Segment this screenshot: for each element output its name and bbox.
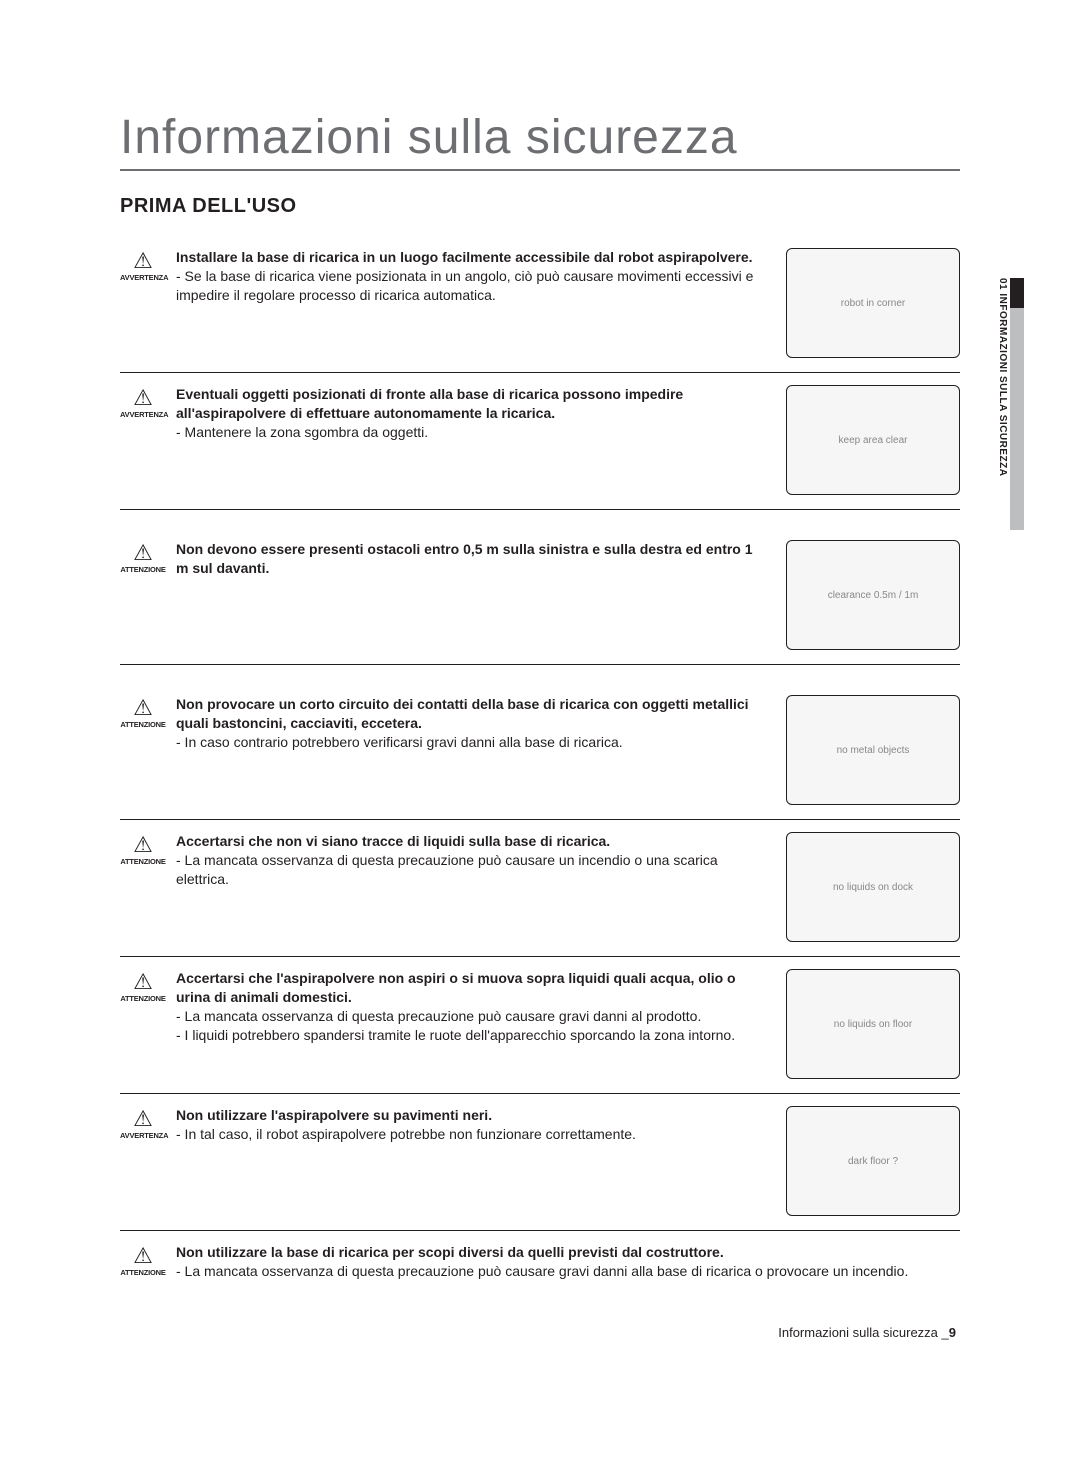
warning-triangle-icon: ⚠	[120, 971, 166, 993]
illustration-placeholder: clearance 0.5m / 1m	[786, 540, 960, 650]
illustration-placeholder: keep area clear	[786, 385, 960, 495]
safety-item-text: Non devono essere presenti ostacoli entr…	[176, 540, 776, 578]
illustration-column: keep area clear	[786, 385, 960, 495]
side-tab-label: 01 INFORMAZIONI SULLA SICUREZZA	[997, 278, 1008, 476]
warning-label: AVVERTENZA	[120, 410, 166, 419]
warning-label: ATTENZIONE	[120, 565, 166, 574]
safety-item-detail: - La mancata osservanza di questa precau…	[176, 851, 764, 889]
illustration-placeholder: no metal objects	[786, 695, 960, 805]
illustration-placeholder: dark floor ?	[786, 1106, 960, 1216]
warning-triangle-icon: ⚠	[120, 1245, 166, 1267]
safety-item: ⚠AVVERTENZA Eventuali oggetti posizionati…	[120, 373, 960, 510]
illustration-column: no liquids on floor	[786, 969, 960, 1079]
warning-label: ATTENZIONE	[120, 720, 166, 729]
safety-item-heading: Non provocare un corto circuito dei cont…	[176, 695, 764, 733]
safety-item-text: Accertarsi che non vi siano tracce di li…	[176, 832, 776, 889]
safety-item-heading: Non devono essere presenti ostacoli entr…	[176, 540, 764, 578]
warning-icon-column: ⚠ATTENZIONE	[120, 540, 166, 574]
safety-item-text: Eventuali oggetti posizionati di fronte …	[176, 385, 776, 442]
warning-triangle-icon: ⚠	[120, 542, 166, 564]
safety-item: ⚠AVVERTENZA Non utilizzare l'aspirapolver…	[120, 1094, 960, 1231]
safety-item-heading: Installare la base di ricarica in un luo…	[176, 248, 764, 267]
warning-label: ATTENZIONE	[120, 994, 166, 1003]
safety-item: ⚠ATTENZIONE Non provocare un corto circui…	[120, 683, 960, 820]
warning-label: AVVERTENZA	[120, 273, 166, 282]
safety-item-detail: - I liquidi potrebbero spandersi tramite…	[176, 1026, 764, 1045]
safety-item-detail: - Se la base di ricarica viene posiziona…	[176, 267, 764, 305]
safety-item: ⚠ATTENZIONE Non devono essere presenti os…	[120, 528, 960, 665]
safety-item: ⚠ATTENZIONE Accertarsi che non vi siano t…	[120, 820, 960, 957]
safety-item-text: Non utilizzare la base di ricarica per s…	[176, 1243, 960, 1281]
safety-item-detail: - In tal caso, il robot aspirapolvere po…	[176, 1125, 764, 1144]
safety-item: ⚠ATTENZIONE Accertarsi che l'aspirapolver…	[120, 957, 960, 1094]
illustration-placeholder: robot in corner	[786, 248, 960, 358]
section-title: PRIMA DELL'USO	[120, 195, 960, 218]
illustration-column: dark floor ?	[786, 1106, 960, 1216]
warning-icon-column: ⚠ATTENZIONE	[120, 832, 166, 866]
safety-item-detail: - Mantenere la zona sgombra da oggetti.	[176, 423, 764, 442]
safety-item-heading: Non utilizzare la base di ricarica per s…	[176, 1243, 960, 1262]
warning-icon-column: ⚠ATTENZIONE	[120, 969, 166, 1003]
warning-label: ATTENZIONE	[120, 857, 166, 866]
spacer	[120, 510, 960, 528]
warning-icon-column: ⚠AVVERTENZA	[120, 248, 166, 282]
safety-item-text: Installare la base di ricarica in un luo…	[176, 248, 776, 305]
warning-label: ATTENZIONE	[120, 1268, 166, 1277]
safety-item-text: Non utilizzare l'aspirapolvere su pavime…	[176, 1106, 776, 1144]
safety-item-heading: Non utilizzare l'aspirapolvere su pavime…	[176, 1106, 764, 1125]
illustration-column: no metal objects	[786, 695, 960, 805]
illustration-placeholder: no liquids on dock	[786, 832, 960, 942]
safety-item-heading: Eventuali oggetti posizionati di fronte …	[176, 385, 764, 423]
safety-item-text: Accertarsi che l'aspirapolvere non aspir…	[176, 969, 776, 1045]
safety-item-heading: Accertarsi che l'aspirapolvere non aspir…	[176, 969, 764, 1007]
safety-item-detail: - La mancata osservanza di questa precau…	[176, 1262, 960, 1281]
warning-triangle-icon: ⚠	[120, 387, 166, 409]
spacer	[120, 665, 960, 683]
safety-item: ⚠AVVERTENZA Installare la base di ricaric…	[120, 236, 960, 373]
warning-icon-column: ⚠ATTENZIONE	[120, 695, 166, 729]
warning-triangle-icon: ⚠	[120, 834, 166, 856]
footer-text: Informazioni sulla sicurezza _	[778, 1325, 949, 1340]
safety-item: ⚠ATTENZIONE Non utilizzare la base di ric…	[120, 1231, 960, 1301]
document-page: 01 INFORMAZIONI SULLA SICUREZZA Informaz…	[0, 0, 1080, 1400]
warning-icon-column: ⚠AVVERTENZA	[120, 1106, 166, 1140]
safety-item-text: Non provocare un corto circuito dei cont…	[176, 695, 776, 752]
footer-page-number: 9	[949, 1325, 956, 1340]
warning-label: AVVERTENZA	[120, 1131, 166, 1140]
warning-triangle-icon: ⚠	[120, 250, 166, 272]
page-footer: Informazioni sulla sicurezza _9	[120, 1325, 960, 1340]
illustration-placeholder: no liquids on floor	[786, 969, 960, 1079]
illustration-column: robot in corner	[786, 248, 960, 358]
safety-item-heading: Accertarsi che non vi siano tracce di li…	[176, 832, 764, 851]
warning-triangle-icon: ⚠	[120, 697, 166, 719]
illustration-column: clearance 0.5m / 1m	[786, 540, 960, 650]
warning-triangle-icon: ⚠	[120, 1108, 166, 1130]
side-tab-indicator	[1010, 278, 1024, 530]
safety-items-list: ⚠AVVERTENZAInstallare la base di ricaric…	[120, 236, 960, 1301]
safety-item-detail: - La mancata osservanza di questa precau…	[176, 1007, 764, 1026]
page-title: Informazioni sulla sicurezza	[120, 110, 960, 171]
illustration-column: no liquids on dock	[786, 832, 960, 942]
warning-icon-column: ⚠ATTENZIONE	[120, 1243, 166, 1277]
safety-item-detail: - In caso contrario potrebbero verificar…	[176, 733, 764, 752]
warning-icon-column: ⚠AVVERTENZA	[120, 385, 166, 419]
